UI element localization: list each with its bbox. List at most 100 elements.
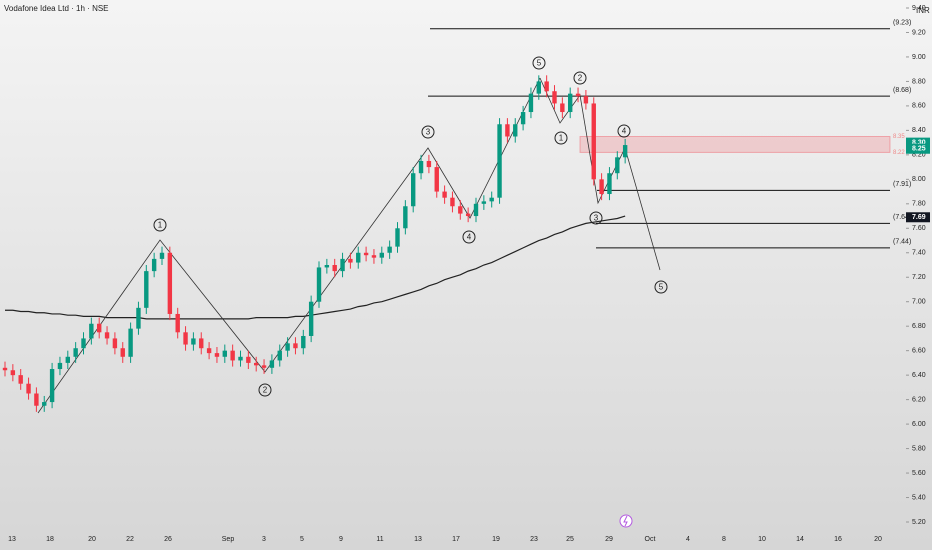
- candle-body: [222, 350, 227, 357]
- candle-body: [49, 369, 55, 403]
- y-tick-label: 7.40: [912, 250, 926, 257]
- moving-average: [5, 215, 626, 320]
- y-tick-label: 9.20: [912, 29, 926, 36]
- candle-body: [175, 313, 180, 333]
- y-tick-label: 6.20: [912, 396, 926, 403]
- candle-body: [301, 335, 306, 349]
- x-tick-label: 19: [492, 536, 500, 543]
- y-tick-label: 8.20: [912, 152, 926, 159]
- x-tick-label: 5: [300, 536, 304, 543]
- candle-body: [151, 258, 157, 272]
- wave-circle: [421, 125, 435, 139]
- candle-body: [356, 252, 361, 263]
- candle-body: [73, 348, 78, 357]
- candle-body: [568, 93, 573, 113]
- x-tick-label: 13: [414, 536, 422, 543]
- x-tick-label: 20: [88, 536, 96, 543]
- candle-body: [340, 258, 345, 272]
- candle-body: [442, 191, 447, 198]
- x-tick-label: 16: [834, 536, 842, 543]
- candle-body: [128, 328, 133, 357]
- candle-body: [607, 173, 612, 195]
- candle-body: [81, 338, 86, 349]
- y-tick-label: 8.60: [912, 103, 926, 110]
- y-tick-label: 8.80: [912, 78, 926, 85]
- candle-body: [387, 246, 392, 253]
- y-tick-label: 5.40: [912, 494, 926, 501]
- candle-body: [120, 348, 125, 357]
- x-tick-label: 3: [262, 536, 266, 543]
- wave-circle: [589, 211, 603, 225]
- wave-label: 5: [659, 283, 664, 292]
- zone-label: 8.35: [893, 134, 905, 140]
- y-tick-label: 9.40: [912, 5, 926, 12]
- chart-title: Vodafone Idea Ltd · 1h · NSE: [4, 4, 109, 13]
- y-tick-label: 6.40: [912, 372, 926, 379]
- candle-body: [206, 348, 212, 354]
- candle-body: [434, 167, 439, 192]
- candle-body: [450, 197, 455, 207]
- candle-body: [293, 343, 298, 349]
- y-tick-label: 5.20: [912, 519, 926, 526]
- candle-body: [528, 93, 534, 113]
- level-label: (9.23): [893, 20, 911, 27]
- x-tick-label: 23: [530, 536, 538, 543]
- candle-body: [411, 173, 416, 207]
- candle-body: [112, 338, 118, 349]
- y-tick-label: 7.60: [912, 225, 926, 232]
- x-tick-label: 8: [722, 536, 726, 543]
- candle-body: [348, 258, 353, 263]
- candle-body: [426, 160, 432, 168]
- x-tick-label: 14: [796, 536, 804, 543]
- candle-body: [191, 338, 196, 345]
- wave-circle: [532, 56, 546, 70]
- candle-body: [65, 356, 70, 363]
- wave-circle: [462, 230, 476, 244]
- candle-body: [269, 360, 275, 368]
- level-label: (7.91): [893, 181, 911, 188]
- zone: [579, 136, 891, 153]
- candle-body: [238, 356, 243, 361]
- wave-circle: [153, 218, 167, 232]
- candle-body: [254, 362, 259, 366]
- wave-label: 4: [467, 233, 472, 242]
- candle-body: [615, 157, 620, 174]
- candle-body: [26, 383, 31, 394]
- candle-body: [144, 271, 149, 308]
- candle-body: [34, 393, 39, 406]
- candle-body: [89, 323, 94, 339]
- candle-body: [575, 93, 581, 97]
- candle-body: [544, 81, 549, 92]
- x-tick-label: 9: [339, 536, 343, 543]
- y-tick-label: 6.60: [912, 348, 926, 355]
- wave-label: 5: [537, 59, 542, 68]
- candle-body: [583, 96, 589, 104]
- wave-line: [539, 77, 661, 271]
- candle-body: [308, 301, 314, 336]
- candle-body: [277, 350, 282, 361]
- candle-body: [536, 81, 541, 94]
- price-badge: [906, 137, 930, 148]
- wave-label: 1: [559, 134, 564, 143]
- candle-body: [505, 124, 510, 137]
- y-tick-label: 8.00: [912, 176, 926, 183]
- x-tick-label: 26: [164, 536, 172, 543]
- y-tick-label: 6.80: [912, 323, 926, 330]
- candle-body: [18, 375, 23, 384]
- wave-circle: [258, 383, 272, 397]
- candle-body: [246, 356, 251, 363]
- wave-label: 2: [578, 74, 583, 83]
- candle-body: [324, 265, 330, 268]
- event-icon: [619, 514, 633, 528]
- wave-circle: [654, 280, 668, 294]
- level-label: (7.64): [893, 214, 911, 221]
- price-badge: [906, 143, 930, 154]
- candle-body: [136, 307, 141, 329]
- x-tick-label: 4: [686, 536, 690, 543]
- price-badge: [906, 212, 930, 223]
- candle-body: [403, 206, 408, 229]
- price-badge-label: 8.30: [912, 139, 926, 146]
- candle-body: [230, 350, 235, 361]
- x-tick-label: 22: [126, 536, 134, 543]
